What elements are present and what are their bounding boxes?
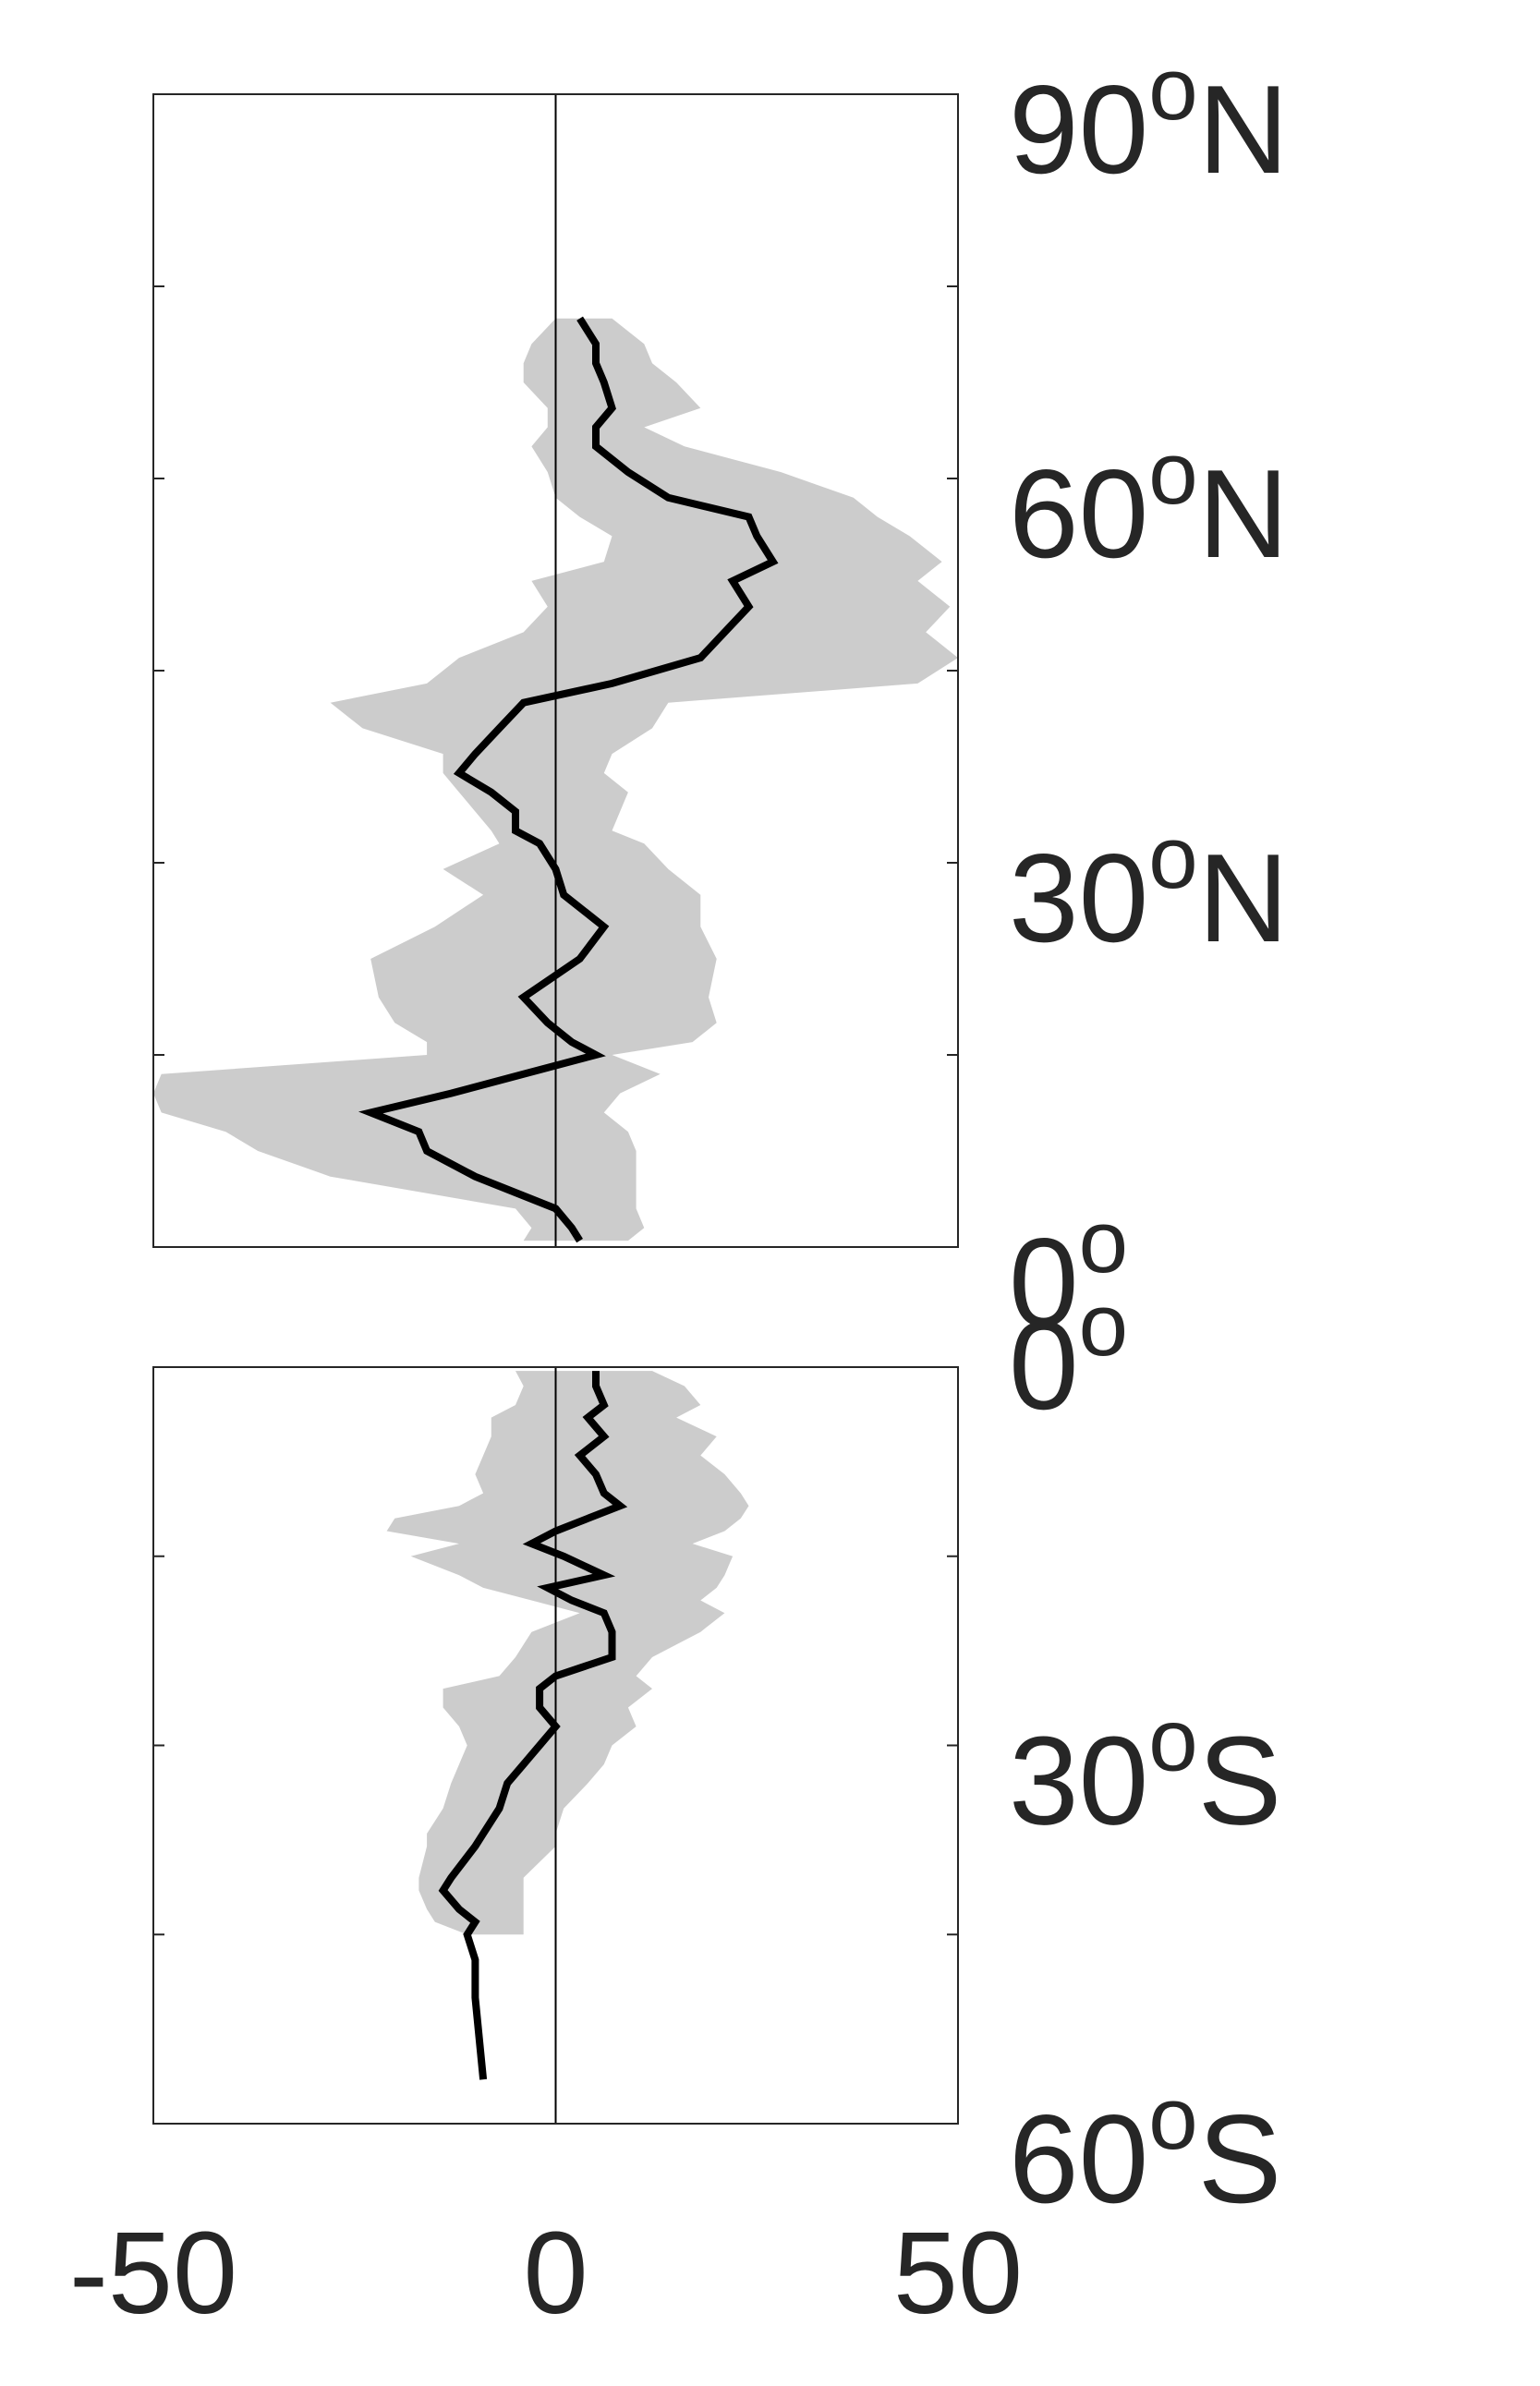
- latitude-degree-value: 90: [1009, 59, 1148, 200]
- latitude-label: 0o: [1009, 1193, 1128, 1352]
- x-tick-label: 0: [523, 2208, 588, 2338]
- hemisphere-letter: S: [1198, 2089, 1282, 2229]
- latitude-degree-value: 60: [1009, 2089, 1148, 2229]
- mean-profile-line: [358, 316, 779, 1243]
- latitude-degree-value: 0: [1009, 1212, 1079, 1352]
- hemisphere-letter: N: [1198, 828, 1289, 968]
- degree-symbol: o: [1148, 1691, 1197, 1790]
- x-tick-label: -50: [69, 2208, 237, 2338]
- degree-symbol: o: [1148, 424, 1197, 523]
- latitude-label: 30oS: [1009, 1691, 1281, 1851]
- x-tick-label: 50: [893, 2208, 1023, 2338]
- uncertainty-band: [386, 1371, 749, 1935]
- latitude-label: 60oN: [1009, 424, 1289, 584]
- degree-symbol: o: [1079, 1276, 1128, 1375]
- latitude-degree-value: 30: [1009, 1711, 1148, 1851]
- latitude-label: 90oN: [1009, 40, 1289, 200]
- hemisphere-letter: N: [1198, 59, 1289, 200]
- degree-symbol: o: [1148, 808, 1197, 907]
- latitude-label: 0o: [1009, 1276, 1128, 1435]
- latitude-label: 60oS: [1009, 2069, 1281, 2229]
- degree-symbol: o: [1148, 40, 1197, 139]
- hemisphere-letter: N: [1198, 443, 1289, 584]
- latitude-degree-value: 0: [1009, 1295, 1079, 1435]
- degree-symbol: o: [1148, 2069, 1197, 2168]
- degree-symbol: o: [1079, 1193, 1128, 1291]
- latitude-degree-value: 30: [1009, 828, 1148, 968]
- latitude-degree-value: 60: [1009, 443, 1148, 584]
- latitude-label: 30oN: [1009, 808, 1289, 968]
- mean-profile-line: [438, 1371, 628, 2080]
- hemisphere-letter: S: [1198, 1711, 1282, 1851]
